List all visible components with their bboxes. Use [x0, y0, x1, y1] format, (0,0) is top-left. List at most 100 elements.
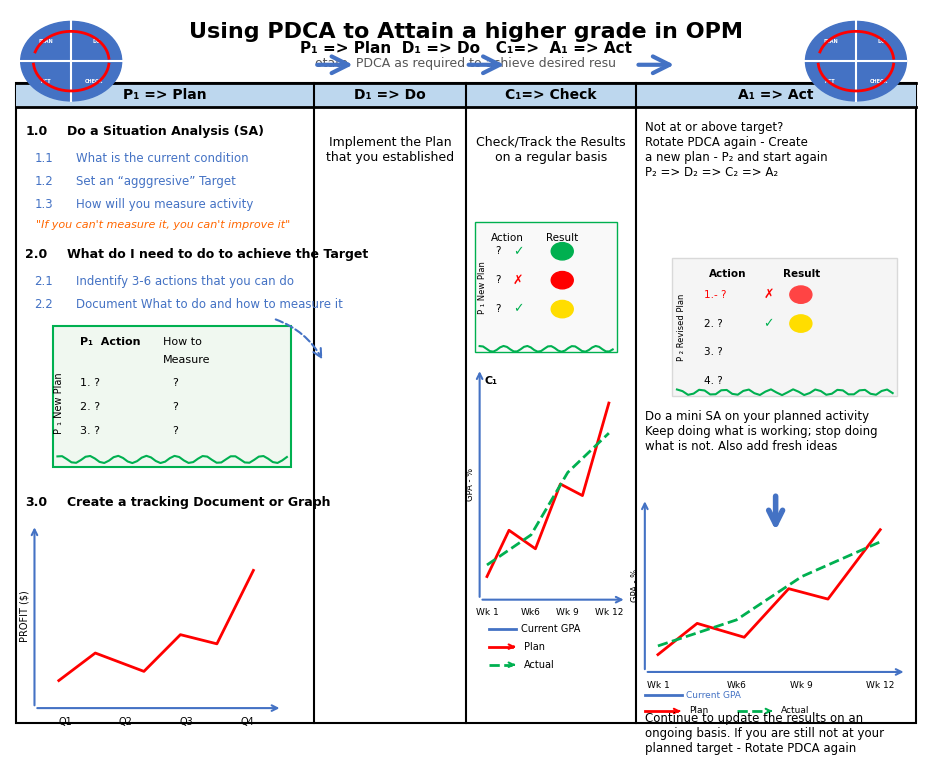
Text: P ₁ New Plan: P ₁ New Plan — [478, 261, 487, 314]
Text: Continue to update the results on an
ongoing basis. If you are still not at your: Continue to update the results on an ong… — [645, 711, 884, 755]
Text: Result: Result — [546, 233, 579, 243]
Text: 3.0: 3.0 — [26, 496, 47, 509]
Text: ?: ? — [172, 402, 178, 412]
FancyBboxPatch shape — [635, 83, 916, 106]
Text: How to: How to — [163, 337, 202, 347]
FancyBboxPatch shape — [672, 259, 897, 396]
Text: DO: DO — [877, 39, 885, 44]
Text: Actual: Actual — [780, 707, 809, 715]
Text: ✗: ✗ — [513, 274, 524, 287]
Text: ACT: ACT — [826, 79, 836, 83]
FancyBboxPatch shape — [16, 83, 916, 723]
Text: Wk 9: Wk 9 — [557, 608, 580, 617]
Text: 1.2: 1.2 — [34, 175, 53, 188]
Text: Wk 12: Wk 12 — [867, 681, 895, 689]
Text: Wk 1: Wk 1 — [647, 681, 670, 689]
Text: ✓: ✓ — [763, 317, 774, 330]
Text: P₁  Action: P₁ Action — [80, 337, 141, 347]
Text: 3. ?: 3. ? — [705, 347, 724, 357]
Text: ✓: ✓ — [513, 245, 524, 258]
Text: 2. ?: 2. ? — [705, 318, 724, 328]
Text: 1. ?: 1. ? — [80, 379, 100, 389]
Text: 2.2: 2.2 — [34, 298, 53, 311]
Text: GPA - %: GPA - % — [466, 467, 475, 500]
Text: DO: DO — [93, 39, 100, 44]
Text: ?: ? — [172, 426, 178, 436]
Text: How will you measure activity: How will you measure activity — [76, 198, 253, 211]
Text: A₁ => Act: A₁ => Act — [738, 88, 813, 102]
Text: Set an “agggresive” Target: Set an “agggresive” Target — [76, 175, 236, 188]
Text: Wk6: Wk6 — [521, 608, 541, 617]
Text: Check/Track the Results
on a regular basis: Check/Track the Results on a regular bas… — [476, 135, 626, 164]
Text: CHECK: CHECK — [85, 79, 103, 83]
Text: P ₂ Revised Plan: P ₂ Revised Plan — [677, 294, 686, 361]
Text: Plan: Plan — [524, 642, 545, 652]
Text: What do I need to do to achieve the Target: What do I need to do to achieve the Targ… — [66, 248, 367, 261]
Text: P₁ => Plan  D₁ => Do   C₁=>  A₁ => Act: P₁ => Plan D₁ => Do C₁=> A₁ => Act — [300, 41, 632, 57]
Text: Current GPA: Current GPA — [687, 691, 741, 699]
Text: Q1: Q1 — [58, 717, 72, 727]
Text: Wk6: Wk6 — [726, 681, 746, 689]
Text: C₁: C₁ — [484, 376, 497, 386]
Text: P ₁ New Plan: P ₁ New Plan — [54, 373, 64, 435]
Text: Implement the Plan
that you established: Implement the Plan that you established — [326, 135, 455, 164]
Text: PLAN: PLAN — [823, 39, 838, 44]
Text: 1.0: 1.0 — [26, 125, 47, 138]
Text: P₁ => Plan: P₁ => Plan — [123, 88, 207, 102]
Text: C₁=> Check: C₁=> Check — [505, 88, 597, 102]
Text: Do a mini SA on your planned activity
Keep doing what is working; stop doing
wha: Do a mini SA on your planned activity Ke… — [645, 410, 878, 454]
Text: ✓: ✓ — [513, 303, 524, 316]
Text: Wk 9: Wk 9 — [791, 681, 813, 689]
Text: Do a Situation Analysis (SA): Do a Situation Analysis (SA) — [66, 125, 263, 138]
Text: Measure: Measure — [163, 355, 210, 365]
Text: 1.- ?: 1.- ? — [705, 290, 727, 300]
Text: Actual: Actual — [524, 659, 554, 669]
Text: Action: Action — [491, 233, 524, 243]
Text: GPA - %: GPA - % — [632, 568, 640, 602]
Text: Wk 1: Wk 1 — [475, 608, 498, 617]
Text: PROFIT ($): PROFIT ($) — [20, 591, 30, 642]
Text: ?: ? — [172, 379, 178, 389]
Text: Create a tracking Document or Graph: Create a tracking Document or Graph — [66, 496, 331, 509]
Text: Using PDCA to Attain a higher grade in OPM: Using PDCA to Attain a higher grade in O… — [188, 22, 742, 42]
Text: 4. ?: 4. ? — [705, 376, 724, 386]
Text: ?: ? — [495, 246, 501, 256]
Text: 2.0: 2.0 — [26, 248, 47, 261]
Text: Wk 12: Wk 12 — [595, 608, 623, 617]
Circle shape — [790, 286, 812, 303]
Text: Q3: Q3 — [180, 717, 193, 727]
FancyBboxPatch shape — [53, 326, 292, 467]
Circle shape — [21, 21, 121, 101]
Circle shape — [551, 272, 573, 289]
FancyBboxPatch shape — [475, 223, 617, 353]
Text: Q2: Q2 — [118, 717, 133, 727]
Circle shape — [806, 21, 906, 101]
Text: "If you can't measure it, you can't improve it": "If you can't measure it, you can't impr… — [36, 220, 291, 230]
Text: 2. ?: 2. ? — [80, 402, 100, 412]
Circle shape — [551, 301, 573, 317]
Text: 1.3: 1.3 — [34, 198, 53, 211]
FancyBboxPatch shape — [16, 83, 314, 106]
Text: ✗: ✗ — [763, 288, 774, 301]
Text: CHECK: CHECK — [869, 79, 887, 83]
FancyBboxPatch shape — [466, 83, 635, 106]
Text: Not at or above target?
Rotate PDCA again - Create
a new plan - P₂ and start aga: Not at or above target? Rotate PDCA agai… — [645, 121, 828, 179]
Text: 2.1: 2.1 — [34, 275, 53, 288]
Circle shape — [790, 315, 812, 332]
Text: ACT: ACT — [41, 79, 51, 83]
Text: ?: ? — [495, 275, 501, 285]
Circle shape — [551, 243, 573, 260]
Text: Action: Action — [709, 269, 746, 279]
Text: Current GPA: Current GPA — [521, 623, 581, 633]
Text: Document What to do and how to measure it: Document What to do and how to measure i… — [76, 298, 343, 311]
Text: Result: Result — [782, 269, 820, 279]
Text: Q4: Q4 — [241, 717, 254, 727]
Text: ?: ? — [495, 304, 501, 314]
Text: Indentify 3-6 actions that you can do: Indentify 3-6 actions that you can do — [76, 275, 294, 288]
Text: otate  PDCA as required to achieve desired resu: otate PDCA as required to achieve desire… — [315, 57, 616, 70]
Text: D₁ => Do: D₁ => Do — [354, 88, 426, 102]
Text: PLAN: PLAN — [39, 39, 53, 44]
Text: 1.1: 1.1 — [34, 152, 53, 165]
FancyBboxPatch shape — [314, 83, 466, 106]
Text: What is the current condition: What is the current condition — [76, 152, 248, 165]
